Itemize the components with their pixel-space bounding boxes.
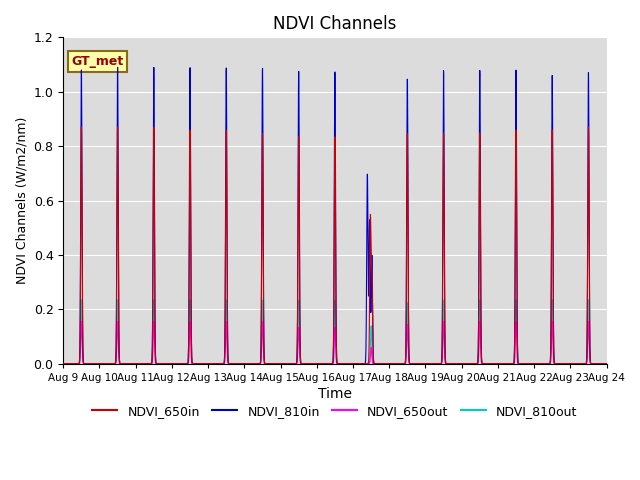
- Legend: NDVI_650in, NDVI_810in, NDVI_650out, NDVI_810out: NDVI_650in, NDVI_810in, NDVI_650out, NDV…: [88, 400, 582, 423]
- Title: NDVI Channels: NDVI Channels: [273, 15, 397, 33]
- X-axis label: Time: Time: [318, 387, 352, 401]
- Text: GT_met: GT_met: [72, 55, 124, 68]
- Y-axis label: NDVI Channels (W/m2/nm): NDVI Channels (W/m2/nm): [15, 117, 28, 284]
